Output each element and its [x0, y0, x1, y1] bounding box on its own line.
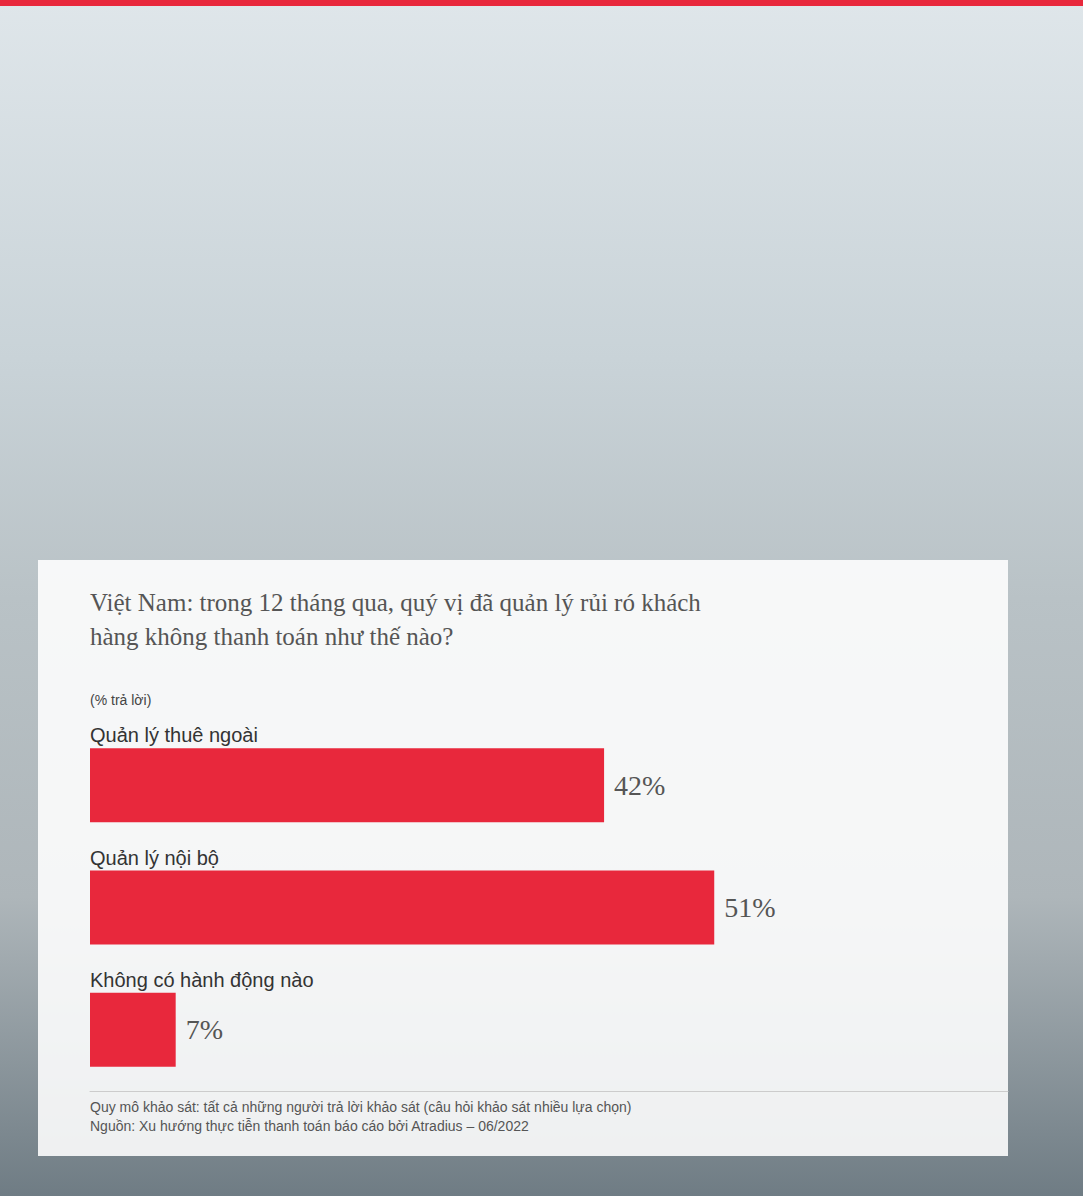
svg-text:Không có hành động nào: Không có hành động nào	[90, 969, 314, 991]
html-text:(% trả lời): (% trả lời)	[90, 692, 152, 708]
html-text:Việt Nam: trong 12 tháng qua,: Việt Nam: trong 12 tháng qua, quý vị đã …	[90, 589, 701, 650]
svg-text:Quản lý nội bộ: Quản lý nội bộ	[90, 847, 219, 869]
svg-text:51%: 51%	[724, 892, 775, 923]
html-text:Nguồn: Xu hướng thực tiễn than: Nguồn: Xu hướng thực tiễn thanh toán báo…	[90, 1118, 529, 1134]
svg-text:Quản lý thuê ngoài: Quản lý thuê ngoài	[90, 724, 258, 746]
svg-text:42%: 42%	[614, 770, 665, 801]
svg-text:7%: 7%	[186, 1014, 223, 1045]
html-text:Quy mô khảo sát: tất cả những: Quy mô khảo sát: tất cả những người trả …	[90, 1099, 632, 1115]
